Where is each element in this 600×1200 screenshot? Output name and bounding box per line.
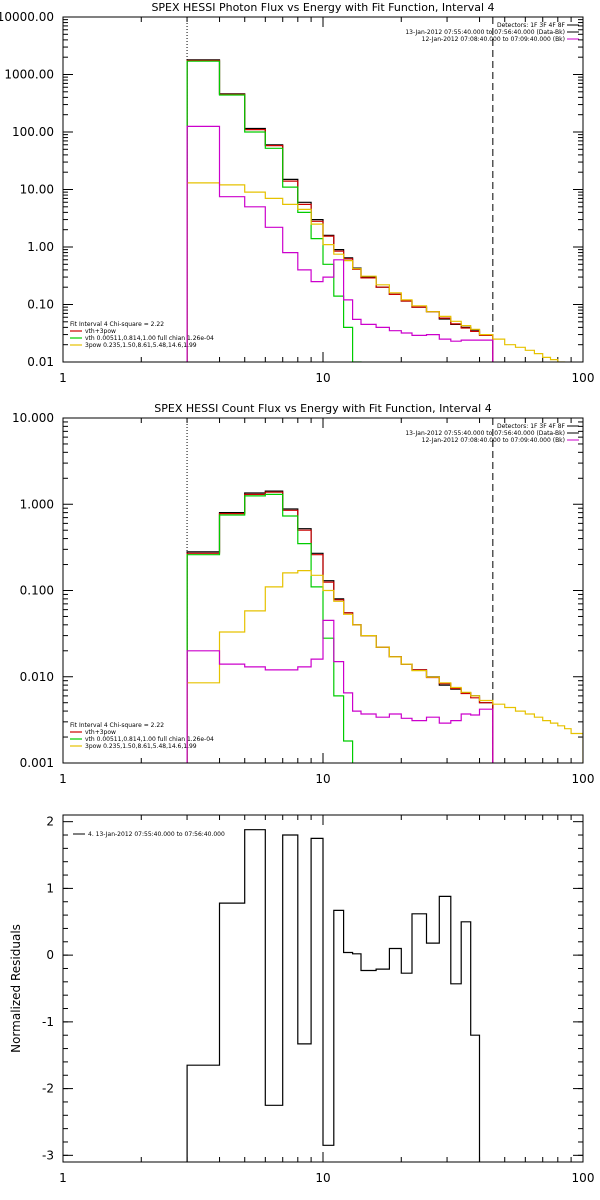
y-tick-label: 1000.00 [4,68,54,82]
series-bk [186,619,494,763]
y-tick-label: 0.001 [20,756,54,770]
y-tick-label: 1.00 [27,240,54,254]
legend-fit-text: vth 0.00511,0.814,1.00 full chian 1.26e-… [85,335,214,342]
chart-panel-2: SPEX HESSI Count Flux vs Energy with Fit… [12,402,595,786]
chart-panel-3: Normalized Residuals 1 10 100 -3 -2 -1 0 1 2 4. 13… [9,814,595,1185]
legend-fit-header: Fit Interval 4 Chi-square = 2.22 [70,321,164,328]
y-tick-label: 10.00 [20,183,54,197]
series-vth-3pow [186,491,494,763]
x-tick-label: 1 [59,772,67,786]
series-4-13-jan-2012-07-55-40-000-to-07-56-40-000 [186,829,481,1162]
series-vth-3pow [186,59,494,362]
series-3pow [186,570,583,763]
x-tick-label: 10 [315,772,330,786]
y-tick-label: -2 [42,1082,54,1096]
series-3pow [186,182,566,362]
y-tick-label: 10000.00 [0,10,54,24]
x-tick-label: 10 [315,1171,330,1185]
chart-title: SPEX HESSI Count Flux vs Energy with Fit… [154,402,491,415]
y-tick-label: 2 [46,815,54,829]
y-tick-label: 0 [46,948,54,962]
y-tick-label: 0.01 [27,355,54,369]
chart-title: SPEX HESSI Photon Flux vs Energy with Fi… [151,1,494,14]
series-group [186,490,583,763]
x-tick-label: 100 [572,1171,595,1185]
series-vth [186,60,362,362]
x-tick-label: 1 [59,1171,67,1185]
series-group [186,829,481,1162]
legend-top-text: 12-Jan-2012 07:08:40.000 to 07:09:40.000… [422,36,565,43]
legend-top-text: 13-Jan-2012 07:55:40.000 to 07:56:40.000… [405,430,565,437]
y-tick-label: -3 [42,1148,54,1162]
y-tick-label: 1 [46,881,54,895]
legend-fit-text: 3pow 0.235,1.50,8.61,5.48,14.6,1.99 [85,743,197,750]
y-tick-label: 0.100 [20,584,54,598]
chart-panel-1: SPEX HESSI Photon Flux vs Energy with Fi… [0,1,594,385]
x-tick-label: 100 [572,772,595,786]
series-group [186,59,566,362]
y-tick-label: 0.010 [20,670,54,684]
legend-top-text: Detectors: 1F 3F 4F 8F [497,423,566,430]
series-data-bk [186,490,494,763]
legend-text: 4. 13-Jan-2012 07:55:40.000 to 07:56:40.… [88,831,225,838]
legend-fit-text: vth 0.00511,0.814,1.00 full chian 1.26e-… [85,736,214,743]
legend-top-text: Detectors: 1F 3F 4F 8F [497,22,566,29]
y-tick-label: 0.10 [27,298,54,312]
axes-frame [62,417,584,764]
y-axis-label: Normalized Residuals [9,924,23,1053]
series-vth [186,493,354,763]
legend-top-text: 13-Jan-2012 07:55:40.000 to 07:56:40.000… [405,29,565,36]
legend-fit-header: Fit Interval 4 Chi-square = 2.22 [70,722,164,729]
x-tick-label: 100 [572,371,595,385]
legend-fit-text: 3pow 0.235,1.50,8.61,5.48,14.6,1.99 [85,342,197,349]
series-bk [186,125,494,362]
axes-frame [62,16,584,363]
x-tick-label: 1 [59,371,67,385]
x-tick-label: 10 [315,371,330,385]
y-tick-label: -1 [42,1015,54,1029]
legend-top-text: 12-Jan-2012 07:08:40.000 to 07:09:40.000… [422,437,565,444]
y-tick-label: 100.00 [12,125,54,139]
y-tick-label: 10.000 [12,411,54,425]
axes-frame [62,814,584,1163]
y-tick-label: 1.000 [20,497,54,511]
legend-fit-text: vth+3pow [85,729,116,736]
legend-fit-text: vth+3pow [85,328,116,335]
